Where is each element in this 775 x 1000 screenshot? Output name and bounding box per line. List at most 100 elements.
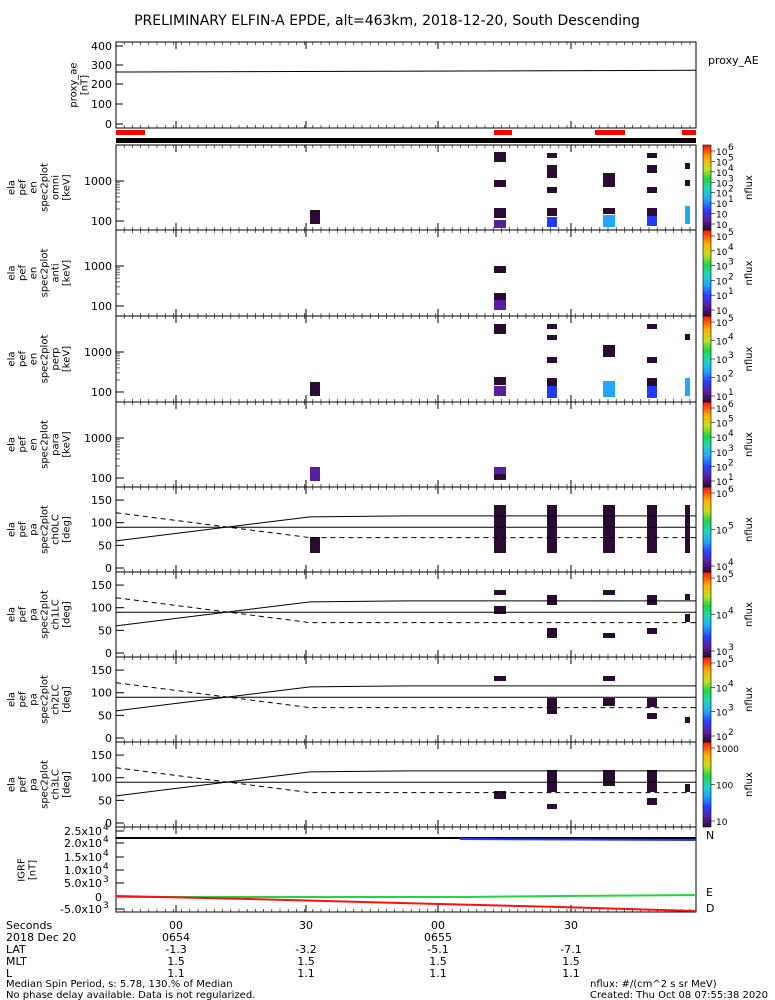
spectrogram-cell [547, 698, 557, 714]
colorbar-tick-exp: 3 [728, 174, 734, 184]
data-flag-black [116, 138, 696, 143]
y-axis-label-line: ela [7, 180, 18, 195]
colorbar-tick-label: 10 [716, 463, 728, 473]
data-flag-red [682, 130, 696, 135]
spectrogram-cell [547, 153, 557, 158]
colorbar-tick-label: 10 [716, 233, 728, 243]
y-tick-exp: 4 [103, 849, 109, 859]
data-flag-red [494, 130, 512, 135]
chart-title: PRELIMINARY ELFIN-A EPDE, alt=463km, 201… [134, 13, 640, 29]
colorbar-tick-exp: 5 [728, 415, 734, 425]
colorbar-tick-exp: 2 [728, 458, 734, 468]
footer-phase: No phase delay available. Data is not re… [6, 990, 255, 1000]
y-tick-label: 300 [91, 59, 112, 72]
colorbar-tick-exp: 6 [728, 400, 734, 410]
y-axis-label-line: ela [7, 351, 18, 366]
eph-date-2: 0655 [424, 931, 452, 944]
colorbar-tick-label: 10 [716, 319, 728, 329]
colorbar-tick-label: 1000 [716, 745, 739, 755]
y-axis-label-line: [nT] [80, 75, 91, 95]
y-tick-label: 1000 [84, 175, 112, 188]
igrf-n-line [459, 838, 697, 841]
spectrogram-cell [647, 357, 657, 363]
colorbar [702, 486, 712, 573]
y-axis-label-line: proxy_ae [69, 62, 80, 107]
eph-label-seconds: Seconds [6, 919, 52, 932]
colorbar [702, 315, 712, 403]
y-axis-label-line: pef [18, 606, 29, 623]
colorbar-tick-label: 10 [716, 563, 728, 573]
colorbar-tick-exp: 4 [728, 429, 734, 439]
y-tick-label: 0 [105, 562, 112, 575]
y-axis-label-line: omni [51, 175, 62, 200]
colorbar-tick-label: 10 [716, 478, 728, 488]
y-axis-label-line: ela [7, 777, 18, 792]
colorbar-label: nflux [744, 432, 755, 457]
spectrogram-cell [547, 187, 557, 193]
y-tick-label: 150 [91, 749, 112, 762]
proxy-ae-line [115, 69, 697, 73]
anti-loss-cone-line [115, 767, 696, 794]
colorbar-tick-label: 10 [716, 405, 728, 415]
colorbar-tick-label: 10 [716, 648, 728, 658]
spectrogram-cell [685, 784, 690, 792]
y-axis-label-line: pa [29, 523, 40, 535]
y-axis-label-line: [keV] [62, 174, 73, 200]
y-axis-label-line: ela [7, 607, 18, 622]
spectrogram-cell [685, 505, 690, 553]
y-axis-label-line: pa [29, 608, 40, 620]
y-tick-label: 100 [91, 215, 112, 228]
colorbar-tick-label: 10 [716, 660, 728, 670]
y-tick-label: 100 [91, 300, 112, 313]
igrf-d-line [115, 895, 697, 912]
colorbar-tick-exp: 2 [728, 272, 734, 282]
eph-label-date: 2018 Dec 20 [6, 931, 76, 944]
legend-d: D [706, 902, 714, 915]
y-tick-label: 1.0x10 [64, 864, 102, 877]
colorbar-tick-exp: 5 [728, 228, 734, 238]
y-tick-label: 150 [91, 579, 112, 592]
colorbar-tick-exp: 5 [728, 570, 734, 580]
y-tick-exp: 4 [103, 823, 109, 833]
y-tick-label: 100 [91, 687, 112, 700]
colorbar-tick-exp: 4 [728, 679, 734, 689]
y-tick-label: 0 [95, 891, 102, 904]
eph-mlt-1: 1.5 [297, 955, 315, 968]
colorbar-tick-label: 10 [716, 263, 728, 273]
spectrogram-cell [603, 505, 615, 553]
panel-proxy-ae: 400 300 200 100 0 proxy_AE proxy_ae [nT] [69, 40, 759, 143]
y-axis-label-line: spec2plot [40, 505, 51, 554]
spectrogram-cell [547, 804, 557, 809]
y-axis-label-line: pef [18, 179, 29, 196]
y-tick-label: 5.0x10 [64, 877, 102, 890]
spectrogram-cell [685, 378, 690, 396]
colorbar-tick-label: 10 [716, 169, 728, 179]
colorbar-tick-label: 10 [716, 375, 728, 385]
spectrogram-cell [685, 717, 690, 723]
colorbar-tick-label: 10 [716, 818, 728, 828]
y-axis-label-line: en [29, 353, 40, 366]
colorbar-tick-label: 10 [716, 420, 728, 430]
spectrogram-cell [685, 614, 690, 622]
colorbar-label: nflux [744, 772, 755, 797]
spectrogram-cell [547, 357, 557, 363]
y-axis-label-line: IGRF [17, 858, 28, 882]
y-tick-label: 0 [105, 647, 112, 660]
y-axis-label-line: spec2plot [40, 675, 51, 724]
y-axis-label-line: ch1LC [51, 599, 62, 630]
spectrogram-cell [603, 208, 615, 214]
ephemeris-table: Seconds 2018 Dec 20 LAT MLT L 00 30 00 3… [6, 919, 582, 980]
y-axis-label-line: en [29, 267, 40, 280]
y-tick-label: 100 [91, 772, 112, 785]
eph-l-1: 1.1 [297, 967, 315, 980]
colorbar-tick-exp: 2 [728, 728, 734, 738]
y-axis-label-line: [keV] [62, 260, 73, 286]
y-axis-label-line: spec2plot [40, 760, 51, 809]
spectrogram-cell [547, 505, 557, 553]
y-axis-label-line: pef [18, 521, 29, 538]
colorbar-label: nflux [744, 602, 755, 627]
spectrogram-cell [603, 381, 615, 397]
spectrogram-cell [494, 266, 506, 273]
spectrogram-cell [685, 163, 690, 169]
